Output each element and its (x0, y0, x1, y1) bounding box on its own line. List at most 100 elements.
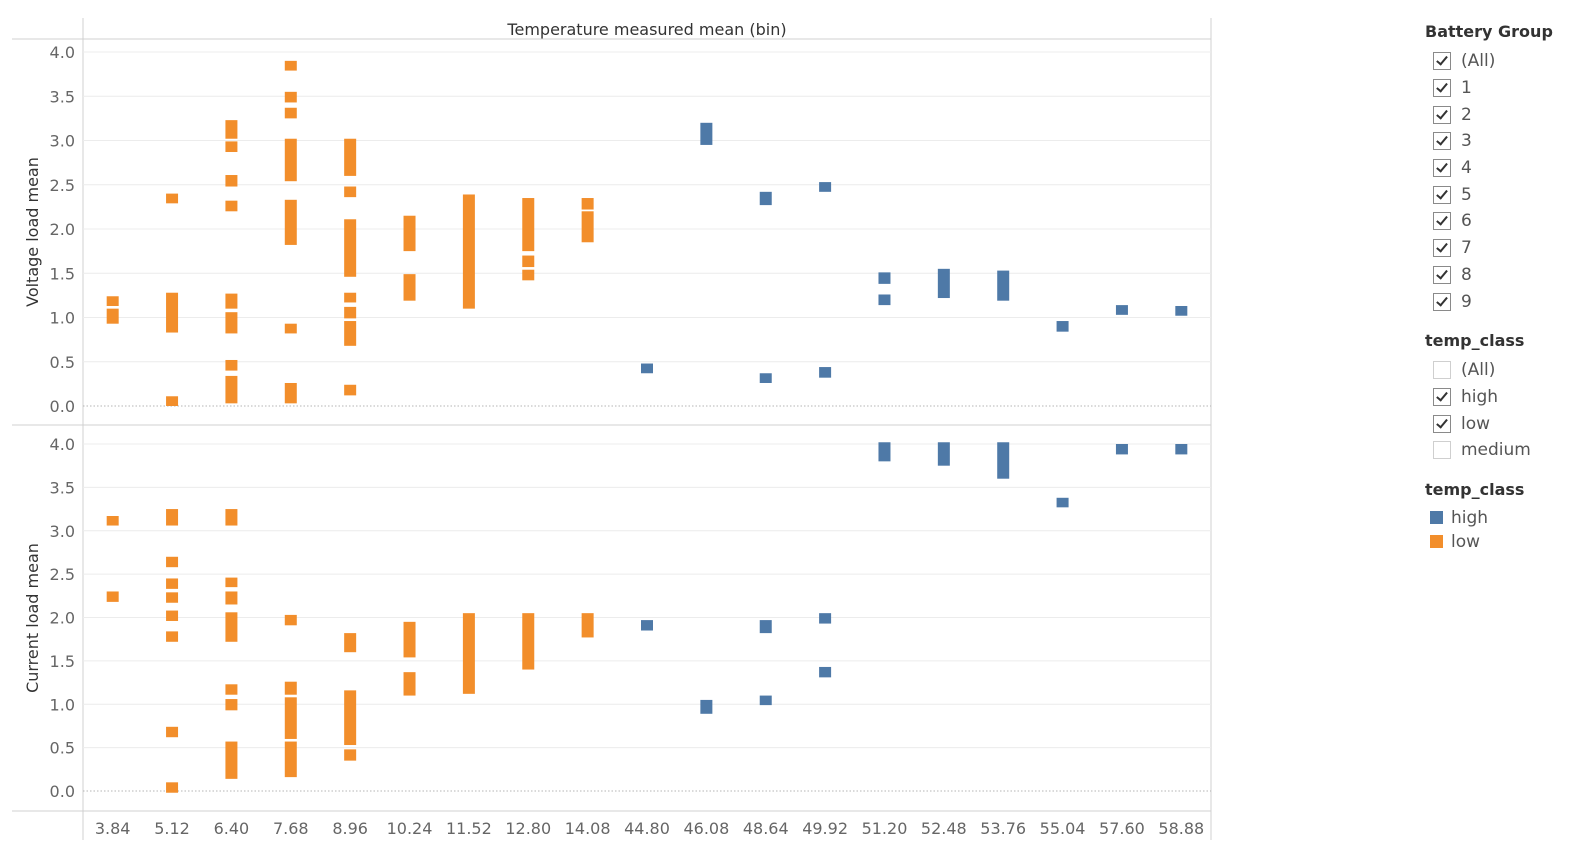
filter-option[interactable]: 2 (1425, 101, 1585, 128)
bar-high[interactable] (878, 272, 891, 284)
legend-item[interactable]: low (1425, 530, 1585, 554)
bar-low[interactable] (284, 681, 297, 695)
bar-low[interactable] (284, 199, 297, 245)
bar-low[interactable] (344, 384, 357, 396)
bar-high[interactable] (641, 363, 653, 374)
bar-low[interactable] (284, 138, 297, 182)
bar-high[interactable] (1175, 305, 1188, 316)
bar-low[interactable] (225, 741, 238, 779)
filter-option[interactable]: 7 (1425, 235, 1585, 262)
filter-option[interactable]: 1 (1425, 75, 1585, 102)
bar-high[interactable] (937, 442, 950, 466)
bar-low[interactable] (225, 120, 238, 139)
bar-low[interactable] (166, 782, 179, 793)
bar-high[interactable] (759, 191, 772, 206)
bar-high[interactable] (937, 268, 950, 299)
checkbox-checked-icon[interactable] (1433, 52, 1451, 71)
bar-low[interactable] (522, 198, 535, 252)
bar-low[interactable] (344, 292, 357, 303)
bar-low[interactable] (581, 211, 594, 243)
bar-low[interactable] (166, 509, 179, 526)
bar-low[interactable] (581, 613, 594, 638)
bar-low[interactable] (344, 219, 357, 277)
bar-low[interactable] (166, 578, 179, 589)
bar-low[interactable] (403, 621, 416, 658)
checkbox-checked-icon[interactable] (1433, 239, 1451, 258)
bar-low[interactable] (225, 141, 238, 153)
bar-low[interactable] (344, 321, 357, 346)
bar-high[interactable] (997, 270, 1010, 301)
bar-high[interactable] (819, 182, 832, 192)
legend-item[interactable]: high (1425, 506, 1585, 530)
checkbox-checked-icon[interactable] (1433, 292, 1451, 311)
bar-high[interactable] (819, 666, 832, 678)
bar-low[interactable] (225, 175, 238, 187)
bar-low[interactable] (284, 107, 297, 119)
filter-option[interactable]: 4 (1425, 155, 1585, 182)
checkbox-checked-icon[interactable] (1433, 159, 1451, 178)
bar-low[interactable] (166, 631, 179, 642)
bar-high[interactable] (759, 695, 772, 706)
bar-low[interactable] (522, 613, 535, 670)
bar-low[interactable] (166, 292, 179, 333)
bar-high[interactable] (759, 373, 772, 383)
checkbox-checked-icon[interactable] (1433, 387, 1451, 406)
filter-option[interactable]: high (1425, 384, 1585, 411)
bar-low[interactable] (225, 509, 238, 526)
bar-high[interactable] (878, 442, 891, 462)
bar-high[interactable] (819, 613, 832, 624)
bar-high[interactable] (1056, 321, 1069, 332)
checkbox-unchecked-icon[interactable] (1433, 361, 1451, 380)
bar-low[interactable] (225, 591, 238, 605)
bar-low[interactable] (225, 684, 238, 695)
filter-option[interactable]: 9 (1425, 288, 1585, 315)
bar-high[interactable] (1115, 444, 1128, 455)
bar-low[interactable] (166, 726, 179, 738)
bar-low[interactable] (225, 375, 238, 404)
bar-low[interactable] (225, 699, 238, 711)
filter-option[interactable]: (All) (1425, 48, 1585, 75)
checkbox-checked-icon[interactable] (1433, 212, 1451, 231)
bar-low[interactable] (284, 697, 297, 739)
bar-high[interactable] (1056, 497, 1069, 508)
checkbox-unchecked-icon[interactable] (1433, 441, 1451, 460)
bar-low[interactable] (106, 308, 119, 324)
checkbox-checked-icon[interactable] (1433, 105, 1451, 124)
checkbox-checked-icon[interactable] (1433, 414, 1451, 433)
checkbox-checked-icon[interactable] (1433, 132, 1451, 151)
filter-option[interactable]: 6 (1425, 208, 1585, 235)
bar-high[interactable] (759, 620, 772, 634)
filter-option[interactable]: medium (1425, 437, 1585, 464)
bar-low[interactable] (106, 516, 119, 526)
bar-low[interactable] (225, 200, 238, 212)
bar-low[interactable] (403, 274, 416, 301)
bar-low[interactable] (344, 306, 357, 319)
bar-low[interactable] (581, 198, 594, 210)
checkbox-checked-icon[interactable] (1433, 79, 1451, 98)
bar-low[interactable] (225, 312, 238, 334)
checkbox-checked-icon[interactable] (1433, 185, 1451, 204)
filter-option[interactable]: 3 (1425, 128, 1585, 155)
bar-low[interactable] (522, 269, 535, 281)
bar-low[interactable] (166, 610, 179, 621)
filter-option[interactable]: 8 (1425, 262, 1585, 289)
bar-low[interactable] (284, 614, 297, 626)
bar-low[interactable] (284, 382, 297, 404)
bar-low[interactable] (106, 591, 119, 602)
bar-high[interactable] (700, 122, 713, 145)
filter-option[interactable]: (All) (1425, 357, 1585, 384)
bar-low[interactable] (344, 138, 357, 176)
filter-option[interactable]: 5 (1425, 181, 1585, 208)
bar-low[interactable] (166, 396, 179, 406)
bar-low[interactable] (403, 672, 416, 696)
bar-low[interactable] (225, 359, 238, 371)
bar-low[interactable] (106, 296, 119, 306)
bar-low[interactable] (344, 633, 357, 653)
bar-high[interactable] (700, 699, 713, 714)
bar-high[interactable] (641, 620, 653, 631)
bar-low[interactable] (284, 741, 297, 778)
bar-low[interactable] (225, 577, 238, 588)
bar-low[interactable] (166, 592, 179, 603)
bar-low[interactable] (166, 556, 179, 568)
bar-high[interactable] (878, 294, 891, 306)
